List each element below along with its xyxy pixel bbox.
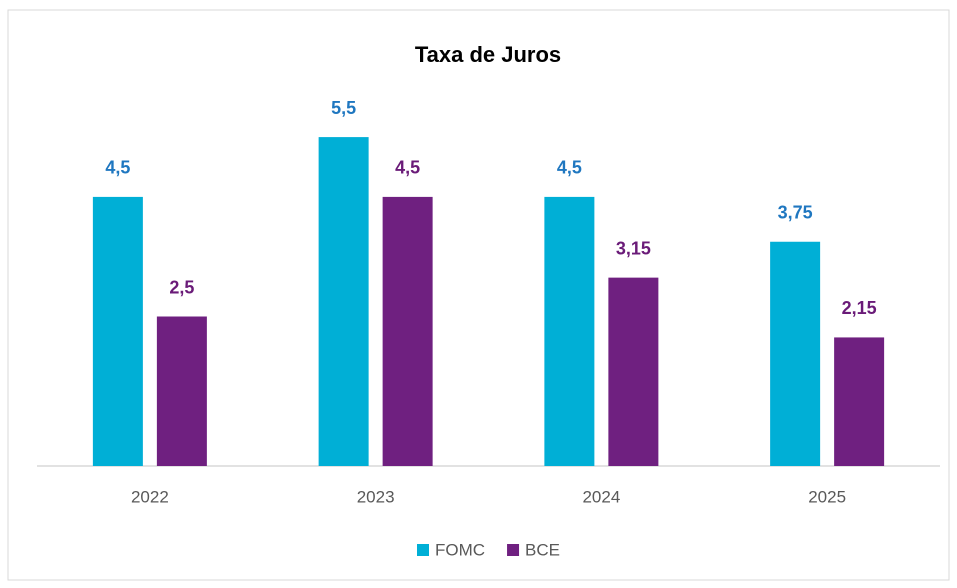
legend-label: FOMC xyxy=(435,540,485,559)
bar xyxy=(156,316,207,466)
legend-swatch xyxy=(417,544,429,556)
chart-title: Taxa de Juros xyxy=(415,42,561,67)
bar xyxy=(318,137,369,466)
bar xyxy=(544,196,595,466)
x-tick-label: 2024 xyxy=(582,487,620,506)
bar xyxy=(608,277,659,466)
legend-label: BCE xyxy=(525,540,560,559)
value-label: 4,5 xyxy=(557,158,582,178)
bar xyxy=(770,241,821,466)
legend-swatch xyxy=(507,544,520,556)
value-label: 4,5 xyxy=(105,158,130,178)
value-label: 5,5 xyxy=(331,98,356,118)
value-label: 2,15 xyxy=(842,298,877,318)
value-label: 3,15 xyxy=(616,238,651,258)
x-tick-label: 2025 xyxy=(808,487,846,506)
bar xyxy=(92,196,143,466)
x-tick-label: 2023 xyxy=(357,487,395,506)
x-tick-label: 2022 xyxy=(131,487,169,506)
value-label: 3,75 xyxy=(778,203,813,223)
bar xyxy=(834,337,885,466)
value-label: 4,5 xyxy=(395,158,420,178)
bar xyxy=(382,196,433,466)
value-label: 2,5 xyxy=(169,277,194,297)
